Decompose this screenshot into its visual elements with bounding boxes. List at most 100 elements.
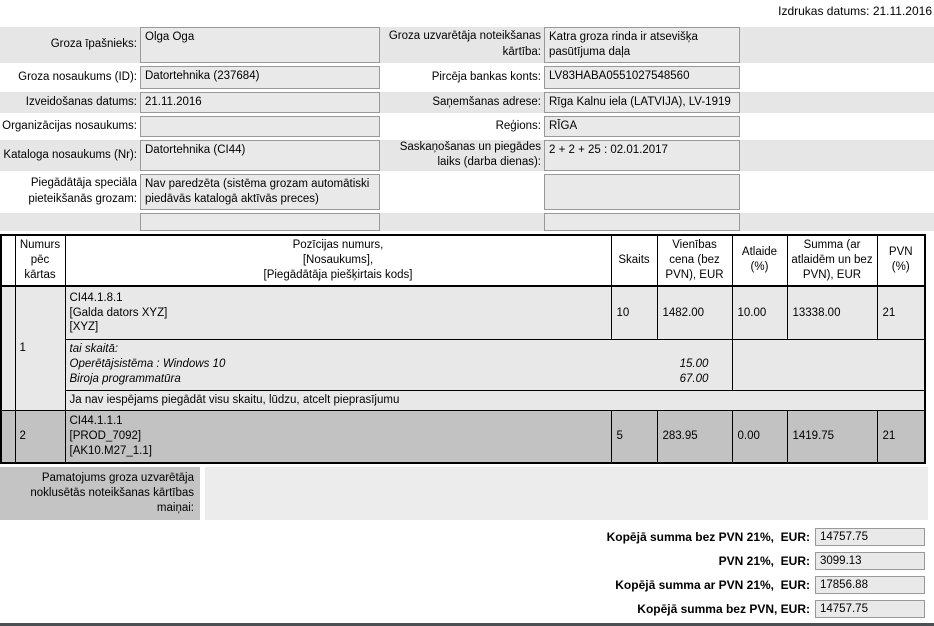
detail-title: tai skaitā:: [69, 343, 119, 356]
uzvaretaja-kartiba-value[interactable]: Katra groza rinda ir atsevišķa pasūtījum…: [544, 27, 740, 63]
selector-column-header: [0, 234, 16, 287]
pamatojums-textarea[interactable]: [205, 466, 928, 520]
empty-field-3[interactable]: [544, 212, 740, 231]
row-selector-cell[interactable]: [0, 409, 16, 464]
groza-nosaukums-label: Groza nosaukums (ID):: [18, 70, 137, 83]
uzvaretaja-kartiba-label: Groza uzvarētāja noteikšanas kārtība:: [388, 30, 541, 58]
detail-title-line: tai skaitā:: [70, 342, 732, 357]
print-date: Izdrukas datums: 21.11.2016: [778, 4, 932, 18]
total-bez-pvn-value[interactable]: 14757.75: [815, 599, 925, 618]
pvn-column-header: PVN (%): [876, 234, 926, 287]
row-filler: [740, 92, 934, 113]
groza-nosaukums-value[interactable]: Datortehnika (237684): [140, 65, 380, 89]
detail-item-name: Biroja programmatūra: [69, 373, 181, 386]
table-row-1-details: tai skaitā: Operētājsistēma : Windows 10…: [1, 339, 926, 392]
piegades-laiks-value[interactable]: 2 + 2 + 25 : 02.01.2017: [544, 139, 740, 171]
total-row-pvn-21: PVN 21%, EUR: 3099.13: [0, 551, 934, 570]
detail-item-value: 67.00: [679, 373, 709, 386]
total-label: Kopējā summa bez PVN 21%, EUR:: [606, 529, 810, 544]
summa-column-header: Summa (ar atlaidēm un bez PVN), EUR: [786, 234, 878, 287]
atlaide-column-header: Atlaide (%): [731, 234, 788, 287]
table-row-1-note: Ja nav iespējams piegādāt visu skaitu, l…: [1, 390, 926, 411]
form-row-izveidosanas-datums: Izveidošanas datums: 21.11.2016 Saņemšan…: [0, 91, 934, 113]
position-cell: CI44.1.1.1 [PROD_7092] [AK10.M27_1.1]: [64, 409, 612, 464]
totals-section: Kopējā summa bez PVN 21%, EUR: 14757.75 …: [0, 527, 934, 626]
summa-cell: 1419.75: [786, 409, 878, 464]
total-row-ar-pvn-21: Kopējā summa ar PVN 21%, EUR: 17856.88: [0, 575, 934, 594]
empty-field-2[interactable]: [140, 212, 380, 231]
detail-item-value: 15.00: [679, 358, 709, 371]
cena-cell: 283.95: [656, 409, 733, 464]
total-ar-pvn-21-value[interactable]: 17856.88: [815, 575, 925, 594]
regions-value[interactable]: RĪGA: [544, 115, 740, 137]
position-column-header: Pozīcijas numurs, [Nosaukums], [Piegādāt…: [64, 234, 612, 287]
bankas-konts-value[interactable]: LV83HABA0551027548560: [544, 65, 740, 89]
table-header-row: Numurs pēc kārtas Pozīcijas numurs, [Nos…: [0, 234, 926, 287]
detail-breakdown-cell: tai skaitā: Operētājsistēma : Windows 10…: [64, 339, 733, 392]
groza-ipasnieks-label: Groza īpašnieks:: [50, 38, 137, 51]
cancel-note-cell: Ja nav iespējams piegādāt visu skaitu, l…: [64, 390, 926, 411]
atlaide-cell: 10.00: [731, 285, 788, 341]
skaits-cell: 5: [610, 409, 658, 464]
total-pvn-21-value[interactable]: 3099.13: [815, 551, 925, 570]
page-bottom-border: [0, 623, 934, 626]
organizacijas-nosaukums-label: Organizācijas nosaukums:: [2, 119, 137, 132]
summa-cell: 13338.00: [786, 285, 878, 341]
empty-label: [382, 213, 544, 231]
kataloga-nosaukums-value[interactable]: Datortehnika (CI44): [140, 139, 380, 171]
organizacijas-nosaukums-value[interactable]: [140, 115, 380, 137]
total-label: PVN 21%, EUR:: [718, 553, 810, 568]
pvn-cell: 21: [876, 409, 926, 464]
speciala-pieteiksanas-value[interactable]: Nav paredzēta (sistēma grozam automātisk…: [140, 173, 380, 210]
row-filler: [740, 116, 934, 137]
total-bez-pvn-21-value[interactable]: 14757.75: [815, 527, 925, 546]
form-row-groza-nosaukums: Groza nosaukums (ID): Datortehnika (2376…: [0, 65, 934, 89]
form-row-speciala-pieteiksanas: Piegādātāja speciāla pieteikšanās grozam…: [0, 173, 934, 210]
form-row-groza-ipasnieks: Groza īpašnieks: Olga Oga Groza uzvarētā…: [0, 27, 934, 63]
detail-value: [657, 342, 732, 357]
form-row-organizacijas-nosaukums: Organizācijas nosaukums: Reģions: RĪGA: [0, 115, 934, 137]
row-number-cell: 2: [14, 409, 66, 464]
detail-item-name: Operētājsistēma : Windows 10: [69, 358, 226, 371]
groza-ipasnieks-value[interactable]: Olga Oga: [140, 27, 380, 63]
speciala-pieteiksanas-label: Piegādātāja speciāla pieteikšanās grozam…: [28, 177, 137, 205]
row-filler: [740, 66, 934, 89]
empty-field-1[interactable]: [544, 173, 740, 210]
cena-column-header: Vienības cena (bez PVN), EUR: [656, 234, 733, 287]
atlaide-cell: 0.00: [731, 409, 788, 464]
row-selector-cell[interactable]: [0, 285, 16, 411]
total-row-bez-pvn: Kopējā summa bez PVN, EUR: 14757.75: [0, 599, 934, 618]
pamatojums-section: Pamatojums groza uzvarētāja noklusētās n…: [0, 466, 934, 520]
piegades-laiks-label: Saskaņošanas un piegādes laiks (darba di…: [399, 140, 541, 169]
regions-label: Reģions:: [495, 119, 541, 132]
pamatojums-label: Pamatojums groza uzvarētāja noklusētās n…: [0, 466, 200, 520]
skaits-column-header: Skaits: [610, 234, 658, 287]
order-summary-form: Groza īpašnieks: Olga Oga Groza uzvarētā…: [0, 27, 934, 231]
num-column-header: Numurs pēc kārtas: [14, 234, 66, 287]
detail-item-line: Operētājsistēma : Windows 10 15.00: [70, 357, 732, 372]
total-label: Kopējā summa ar PVN 21%, EUR:: [615, 577, 810, 592]
izveidosanas-datums-value[interactable]: 21.11.2016: [140, 91, 380, 113]
kataloga-nosaukums-label: Kataloga nosaukums (Nr):: [3, 148, 137, 161]
empty-label: [382, 174, 544, 210]
empty-label: [0, 213, 140, 231]
total-label: Kopējā summa bez PVN, EUR:: [637, 601, 810, 616]
sanemsanas-adrese-label: Saņemšanas adrese:: [432, 95, 541, 108]
bankas-konts-label: Pircēja bankas konts:: [431, 70, 541, 83]
skaits-cell: 10: [610, 285, 658, 341]
pvn-cell: 21: [876, 285, 926, 341]
table-row-2[interactable]: 2 CI44.1.1.1 [PROD_7092] [AK10.M27_1.1] …: [0, 409, 926, 464]
sanemsanas-adrese-value[interactable]: Rīga Kalnu iela (LATVIJA), LV-1919: [544, 91, 740, 113]
order-items-table: Numurs pēc kārtas Pozīcijas numurs, [Nos…: [0, 233, 926, 464]
row-filler: [740, 213, 934, 231]
total-row-bez-pvn-21: Kopējā summa bez PVN 21%, EUR: 14757.75: [0, 527, 934, 546]
row-number-cell: 1: [14, 285, 66, 411]
form-row-kataloga-nosaukums: Kataloga nosaukums (Nr): Datortehnika (C…: [0, 139, 934, 171]
row-filler: [740, 140, 934, 171]
detail-empty-cell: [731, 339, 926, 392]
form-row-empty: [0, 212, 934, 231]
izveidosanas-datums-label: Izveidošanas datums:: [25, 95, 137, 108]
table-row-1-main[interactable]: 1 CI44.1.8.1 [Galda dators XYZ] [XYZ] 10…: [0, 285, 926, 411]
cena-cell: 1482.00: [656, 285, 733, 341]
